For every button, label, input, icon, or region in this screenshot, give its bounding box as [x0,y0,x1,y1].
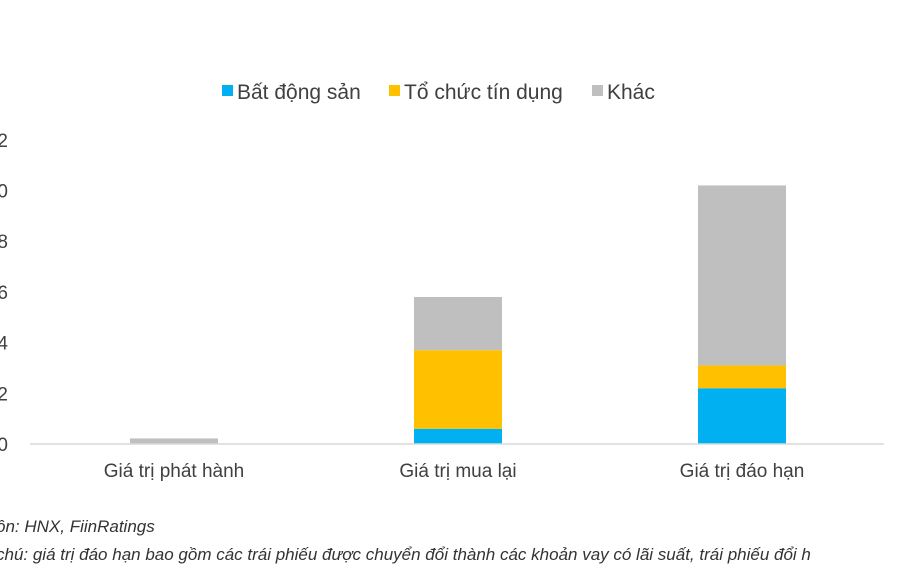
y-tick-label: 4 [0,334,8,355]
bars [130,185,786,444]
category-labels: Giá trị phát hành Giá trị mua lại Giá trị … [104,461,805,482]
bar-to-chuc-tin-dung-gia-tri-dao-han [698,365,786,389]
bar-bat-dong-san-gia-tri-dao-han [698,388,786,444]
source-note: ồn: HNX, FiinRatings [0,517,155,536]
y-tick-label: 8 [0,232,8,253]
bar-khac-gia-tri-dao-han [698,185,786,366]
y-tick-label: 0 [0,435,8,456]
legend-swatch-khac [592,85,603,96]
legend-swatch-bat-dong-san [222,85,233,96]
y-tick-label: 0 [0,182,8,203]
bar-to-chuc-tin-dung-gia-tri-mua-lai [414,350,502,429]
bar-khac-gia-tri-mua-lai [414,296,502,351]
x-category-label: Giá trị mua lại [399,461,516,482]
legend-label-bat-dong-san: Bất động sản [237,81,361,104]
bar-bat-dong-san-gia-tri-mua-lai [414,428,502,444]
legend-label-to-chuc-tin-dung: Tổ chức tín dụng [404,81,563,104]
legend-label-khac: Khác [607,81,655,104]
x-category-label: Giá trị đáo hạn [680,461,805,482]
y-axis-ticks: 0 2 4 6 8 0 2 [0,131,8,456]
y-tick-label: 6 [0,283,8,304]
bar-khac-gia-tri-phat-hanh [130,438,218,444]
stacked-bar-chart: Bất động sản Tổ chức tín dụng Khác 0 2 4 6 8 0 2… [0,81,884,482]
footnote: chú: giá trị đáo hạn bao gồm các trái ph… [0,545,811,564]
legend: Bất động sản Tổ chức tín dụng Khác [222,81,655,104]
y-tick-label: 2 [0,131,8,152]
x-category-label: Giá trị phát hành [104,461,244,482]
y-tick-label: 2 [0,384,8,405]
legend-swatch-to-chuc-tin-dung [389,85,400,96]
